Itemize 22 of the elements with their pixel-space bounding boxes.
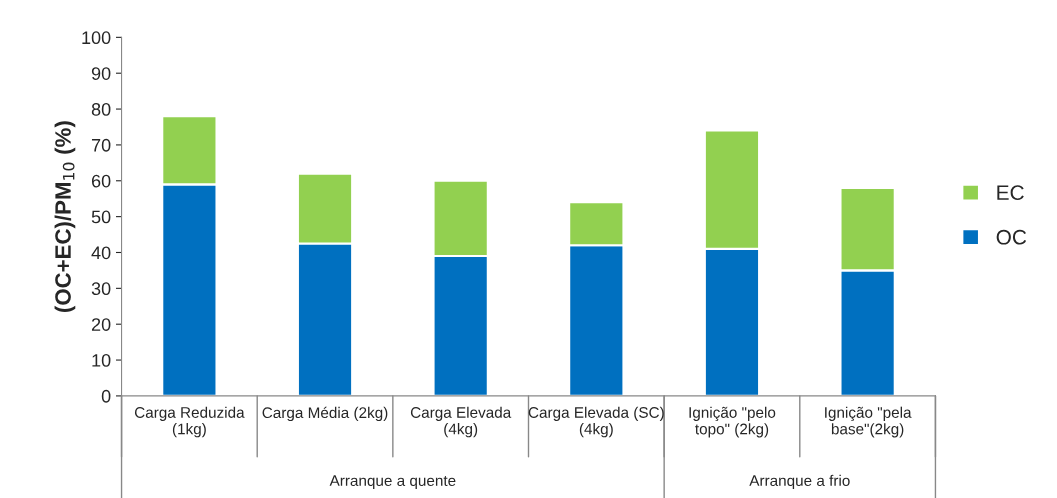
x-tick-label: Carga Elevada (SC) (4kg) [528, 406, 664, 438]
y-tick-label: 50 [91, 210, 111, 224]
x-tick-label: Carga Reduzida (1kg) [134, 406, 245, 438]
y-tick-label: 10 [92, 353, 111, 367]
y-tick-label: 80 [91, 103, 111, 116]
y-tick-label: 40 [91, 246, 111, 260]
y-tick-label: 100 [82, 31, 111, 45]
x-tick-label: Ignição "pelo topo" (2kg) [689, 406, 776, 438]
x-tick-label: Ignição "pela base"(2kg) [825, 406, 912, 438]
y-tick-label: 60 [91, 174, 111, 188]
text: Arranque a frio [749, 474, 850, 490]
text: Arranque a quente [329, 475, 456, 490]
y-tick-label: 70 [91, 138, 111, 152]
x-tick-label: Carga Média (2kg) [262, 406, 388, 422]
legend-label: OC [996, 229, 1027, 245]
y-tick-label: 0 [101, 389, 111, 403]
y-tick-label: 20 [91, 318, 111, 331]
y-tick-label: 30 [91, 282, 111, 296]
y-axis-title: (OC+EC)/PM$_{10}$ (%) [54, 121, 76, 312]
x-tick-label: Carga Elevada (4kg) [410, 406, 512, 438]
legend-label: EC [997, 185, 1024, 201]
y-tick-label: 90 [91, 67, 111, 80]
